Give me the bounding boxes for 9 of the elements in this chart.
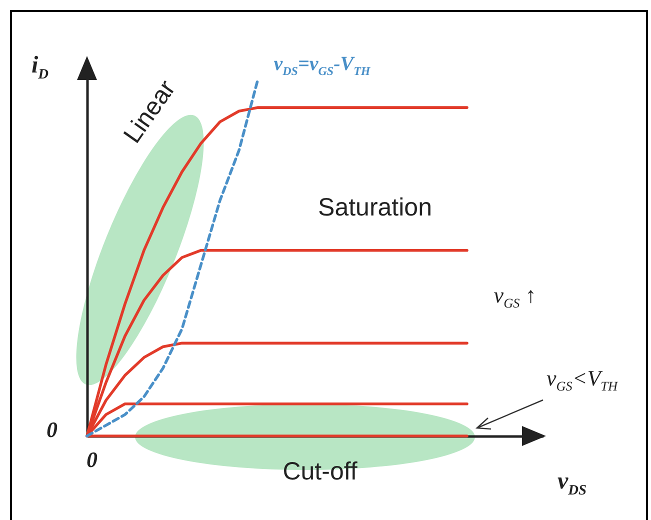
text: Cut-off — [282, 458, 358, 486]
text: 0 — [46, 417, 58, 443]
annotation: v$_{GS}$ ↑ — [494, 282, 536, 312]
series-label: v$_{DS}$=v$_{GS}$-V$_{TH}$ — [274, 53, 370, 79]
x-axis-title: v$_{DS}$ — [557, 468, 587, 500]
y-axis-title: i$_{D}$ — [31, 52, 49, 84]
annotation: Saturation — [318, 194, 432, 222]
text: v$_{GS}$<V$_{TH}$ — [546, 365, 618, 395]
text: 0 — [86, 447, 98, 473]
